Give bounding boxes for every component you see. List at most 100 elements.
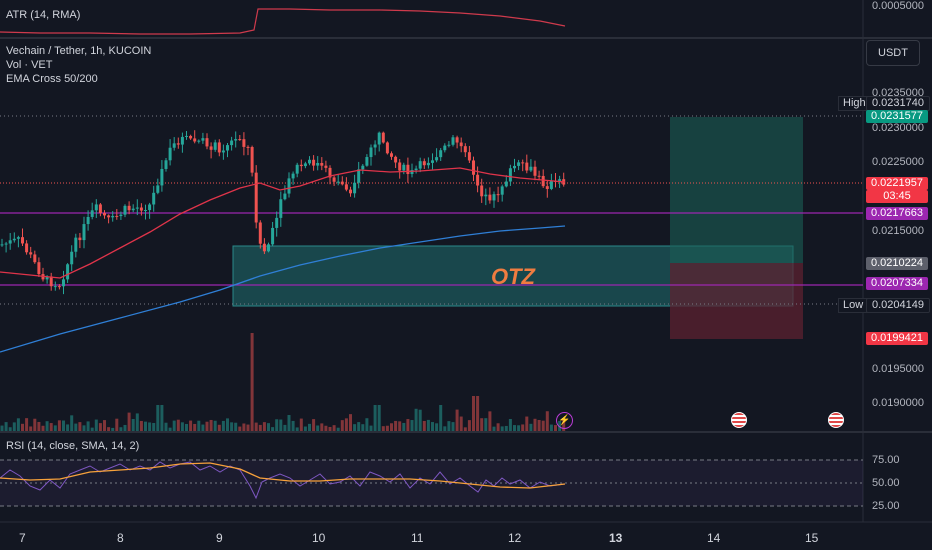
candle-body [344, 184, 348, 190]
volume-bar [451, 422, 455, 431]
volume-bar [139, 420, 143, 431]
volume-bar [435, 423, 439, 431]
candle-body [86, 216, 90, 225]
ema-indicator-label[interactable]: EMA Cross 50/200 [6, 73, 98, 85]
volume-bar [127, 412, 131, 431]
candle-body [107, 215, 111, 218]
volume-bar [267, 423, 270, 431]
candle-body [271, 227, 275, 245]
candle-body [295, 164, 299, 174]
candle-body [459, 142, 463, 147]
time-axis-label: 11 [411, 531, 424, 545]
candle-body [176, 143, 180, 145]
volume-bar [320, 423, 324, 431]
candle-body [53, 286, 57, 288]
volume-bar [492, 426, 496, 431]
candle-body [410, 170, 414, 175]
candle-body [312, 159, 316, 166]
volume-bar [349, 414, 352, 431]
currency-button[interactable]: USDT [866, 40, 920, 66]
volume-bar [463, 427, 467, 431]
candle-body [529, 166, 533, 171]
volume-bar [16, 418, 20, 431]
volume-bar [176, 419, 180, 431]
volume-bar [107, 427, 111, 431]
volume-bar [517, 425, 521, 431]
candle-body [549, 180, 553, 189]
volume-bar [94, 419, 98, 431]
target-price-tag: 0.0231577 [866, 110, 928, 123]
lightning-icon[interactable]: ⚡ [556, 412, 573, 429]
candle-body [152, 192, 156, 205]
candle-body [119, 214, 123, 217]
atr-indicator-label[interactable]: ATR (14, RMA) [6, 9, 81, 21]
candle-body [127, 205, 131, 211]
volume-bar [344, 418, 348, 431]
volume-bar [66, 424, 70, 431]
candle-body [447, 144, 451, 146]
candle-body [221, 150, 225, 153]
volume-bar [82, 425, 86, 431]
volume-bar [308, 423, 311, 431]
volume-bar [459, 416, 463, 431]
high-price-tag: 0.0231740 [866, 96, 930, 111]
volume-bar [238, 426, 242, 431]
candle-body [332, 177, 336, 182]
volume-bar [258, 424, 262, 431]
volume-bar [144, 421, 147, 431]
volume-bar [189, 420, 193, 431]
volume-bar [246, 424, 250, 431]
volume-bar [545, 411, 549, 431]
candle-body [103, 212, 106, 216]
candle-body [480, 185, 484, 197]
volume-bar [250, 333, 254, 431]
low-label: Low [838, 298, 869, 313]
candle-body [541, 175, 545, 187]
volume-bar [418, 409, 422, 431]
candle-body [287, 178, 291, 194]
candle-body [476, 174, 480, 186]
volume-bar [230, 422, 234, 431]
candle-body [484, 194, 488, 197]
volume-bar [275, 419, 279, 431]
us-flag-icon[interactable] [828, 412, 844, 428]
volume-bar [254, 422, 258, 431]
volume-bar [271, 427, 275, 431]
candle-body [488, 194, 492, 201]
candle-body [513, 165, 516, 169]
rsi-indicator-label[interactable]: RSI (14, close, SMA, 14, 2) [6, 440, 140, 452]
volume-bar [541, 420, 545, 431]
volume-bar [98, 423, 102, 431]
candle-body [328, 167, 332, 178]
volume-bar [332, 425, 336, 431]
volume-bar [57, 420, 61, 431]
candle-body [369, 147, 373, 158]
candle-body [250, 147, 254, 173]
high-label: High [838, 96, 871, 111]
candle-body [443, 145, 447, 151]
volume-bar [283, 424, 287, 431]
volume-bar [111, 427, 115, 431]
candle-body [189, 135, 193, 139]
candle-body [49, 276, 53, 287]
volume-bar [180, 422, 184, 431]
volume-bar [521, 424, 525, 431]
volume-indicator-label[interactable]: Vol · VET [6, 59, 53, 71]
candle-body [131, 208, 135, 211]
candle-body [336, 181, 340, 183]
candle-body [111, 215, 115, 218]
volume-bar [394, 420, 398, 431]
rsi-sma-line [0, 462, 566, 489]
candle-body [340, 181, 344, 185]
candle-body [33, 254, 37, 263]
us-flag-icon[interactable] [731, 412, 747, 428]
chart-title[interactable]: Vechain / Tether, 1h, KUCOIN [6, 45, 152, 57]
volume-bar [74, 423, 78, 431]
candle-body [205, 138, 209, 147]
price-axis-label: 0.0225000 [872, 156, 924, 168]
candle-body [394, 156, 398, 163]
volume-bar [533, 418, 537, 431]
volume-bar [156, 405, 160, 431]
volume-bar [115, 418, 119, 431]
